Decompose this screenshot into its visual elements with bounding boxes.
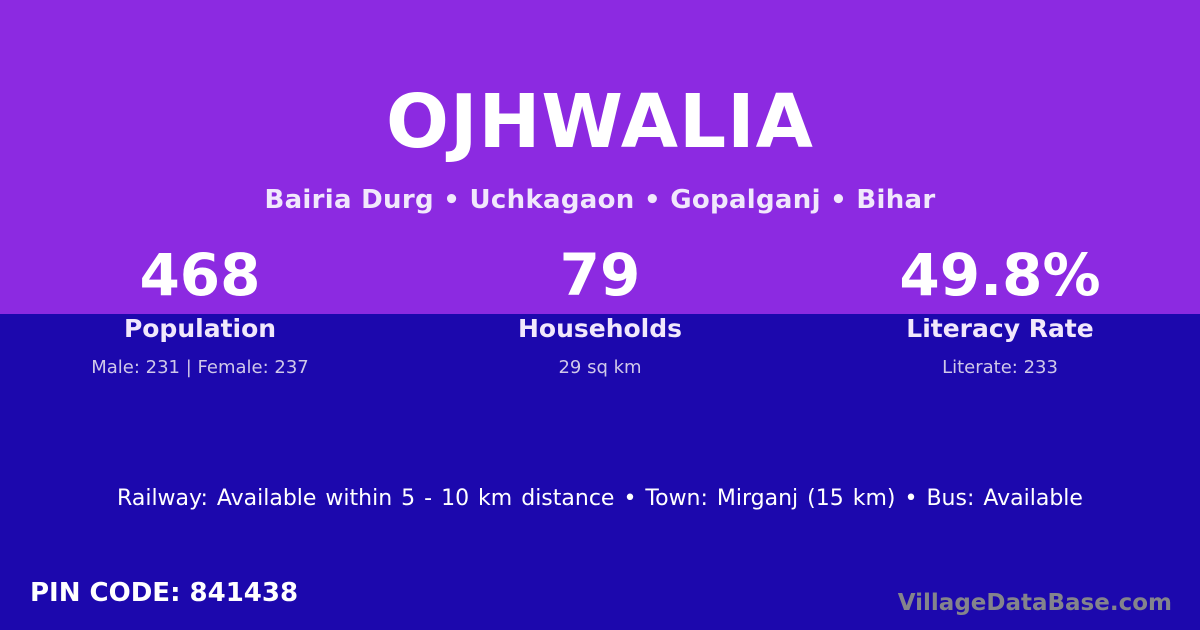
stat-literacy: 49.8% Literacy Rate Literate: 233: [800, 246, 1200, 378]
breadcrumb-location: Bairia Durg • Uchkagaon • Gopalganj • Bi…: [264, 185, 936, 215]
watermark-brand: VillageDataBase.com: [897, 590, 1172, 616]
stat-population: 468 Population Male: 231 | Female: 237: [0, 246, 400, 378]
households-label: Households: [517, 314, 683, 343]
stat-households: 79 Households 29 sq km: [400, 246, 800, 378]
population-label: Population: [123, 314, 277, 343]
top-color-band: [0, 0, 1200, 314]
pin-code: PIN CODE: 841438: [30, 578, 299, 608]
page-title: OJHWALIA: [386, 79, 814, 165]
population-breakdown: Male: 231 | Female: 237: [91, 357, 309, 379]
population-value: 468: [139, 241, 261, 309]
literacy-label: Literacy Rate: [906, 314, 1094, 343]
area-value: 29 sq km: [558, 357, 642, 379]
households-value: 79: [559, 241, 641, 309]
literate-count: Literate: 233: [942, 357, 1058, 379]
transport-info-line: Railway: Available within 5 - 10 km dist…: [117, 486, 1083, 511]
stats-row: 468 Population Male: 231 | Female: 237 7…: [0, 246, 1200, 378]
literacy-value: 49.8%: [899, 241, 1101, 309]
